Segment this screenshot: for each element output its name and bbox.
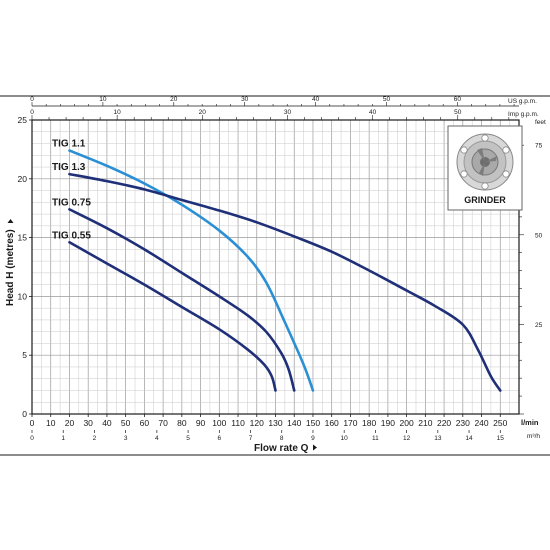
y-axis-arrow-icon xyxy=(7,219,14,223)
x-tick-label: 140 xyxy=(287,418,301,428)
m3h-tick-label: 9 xyxy=(311,435,315,442)
m3h-tick-label: 5 xyxy=(186,435,190,442)
us-gpm-tick-label: 40 xyxy=(312,96,320,103)
us-gpm-tick-label: 0 xyxy=(30,96,34,103)
unit-us-gpm: US g.p.m. xyxy=(508,98,537,105)
m3h-tick-label: 12 xyxy=(403,435,411,442)
y-tick-label: 5 xyxy=(22,350,27,360)
us-gpm-tick-label: 20 xyxy=(170,96,178,103)
series-label: TIG 1.3 xyxy=(52,162,86,173)
unit-m3h: m³/h xyxy=(527,433,540,440)
us-gpm-tick-label: 60 xyxy=(454,96,462,103)
x-axis-arrow-icon xyxy=(313,444,317,451)
feet-tick-label: 75 xyxy=(535,143,543,150)
y-tick-label: 0 xyxy=(22,409,27,419)
m3h-tick-label: 7 xyxy=(249,435,253,442)
x-tick-label: 50 xyxy=(121,418,131,428)
m3h-tick-label: 13 xyxy=(434,435,442,442)
x-tick-label: 160 xyxy=(325,418,339,428)
us-gpm-tick-label: 10 xyxy=(99,96,107,103)
series-line-tig-0-55 xyxy=(68,241,277,392)
imp-gpm-tick-label: 40 xyxy=(369,109,377,116)
axis-ticks: 0 10 20 30 40 50 60 70 80 90 100 110 120 130 140 150 160… xyxy=(18,96,543,442)
m3h-tick-label: 6 xyxy=(217,435,221,442)
m3h-tick-label: 4 xyxy=(155,435,159,442)
us-gpm-tick-label: 50 xyxy=(383,96,391,103)
x-tick-label: 80 xyxy=(177,418,187,428)
series-line-tig-1-1 xyxy=(68,149,315,392)
x-tick-label: 240 xyxy=(474,418,488,428)
x-tick-label: 210 xyxy=(418,418,432,428)
grinder-inset: GRINDER xyxy=(447,125,523,211)
grinder-label: GRINDER xyxy=(464,195,506,205)
x-tick-label: 100 xyxy=(212,418,226,428)
x-tick-label: 180 xyxy=(362,418,376,428)
imp-gpm-tick-label: 50 xyxy=(454,109,462,116)
series-label: TIG 0.55 xyxy=(52,230,91,241)
x-tick-label: 120 xyxy=(250,418,264,428)
y-tick-label: 20 xyxy=(18,174,28,184)
feet-tick-label: 25 xyxy=(535,322,543,329)
m3h-tick-label: 8 xyxy=(280,435,284,442)
series-line-tig-0-75 xyxy=(68,208,296,392)
imp-gpm-tick-label: 30 xyxy=(284,109,292,116)
x-tick-label: 130 xyxy=(268,418,282,428)
unit-feet: feet xyxy=(535,119,546,126)
x-tick-label: 150 xyxy=(306,418,320,428)
m3h-tick-label: 15 xyxy=(497,435,505,442)
x-tick-label: 10 xyxy=(46,418,56,428)
unit-imp-gpm: Imp g.p.m. xyxy=(508,111,539,118)
us-gpm-tick-label: 30 xyxy=(241,96,249,103)
y-tick-label: 25 xyxy=(18,115,28,125)
x-tick-label: 250 xyxy=(493,418,507,428)
m3h-tick-label: 3 xyxy=(124,435,128,442)
m3h-tick-label: 11 xyxy=(372,435,379,442)
y-tick-label: 10 xyxy=(18,291,28,301)
imp-gpm-tick-label: 10 xyxy=(114,109,122,116)
unit-lmin: l/min xyxy=(521,418,539,427)
x-tick-label: 20 xyxy=(65,418,75,428)
x-tick-label: 110 xyxy=(231,418,245,428)
plot-frame xyxy=(31,119,520,415)
m3h-tick-label: 0 xyxy=(30,435,34,442)
x-tick-label: 30 xyxy=(83,418,93,428)
m3h-tick-label: 2 xyxy=(93,435,97,442)
performance-curves: TIG 1.1 TIG 1.3 TIG 0.75 TIG 0.55 xyxy=(52,139,502,392)
y-tick-label: 15 xyxy=(18,233,28,243)
m3h-tick-label: 10 xyxy=(341,435,349,442)
y-axis-title: Head H (metres) xyxy=(5,229,16,306)
x-tick-label: 90 xyxy=(196,418,206,428)
imp-gpm-tick-label: 20 xyxy=(199,109,207,116)
x-tick-label: 170 xyxy=(343,418,357,428)
series-label: TIG 0.75 xyxy=(52,197,91,208)
x-tick-label: 200 xyxy=(400,418,414,428)
x-tick-label: 0 xyxy=(30,418,35,428)
x-tick-label: 190 xyxy=(381,418,395,428)
m3h-tick-label: 14 xyxy=(465,435,473,442)
m3h-tick-label: 1 xyxy=(61,435,65,442)
feet-tick-label: 50 xyxy=(535,232,543,239)
x-tick-label: 70 xyxy=(158,418,168,428)
x-axis-title: Flow rate Q xyxy=(254,443,309,454)
x-tick-label: 40 xyxy=(102,418,112,428)
x-tick-label: 220 xyxy=(437,418,451,428)
x-tick-label: 60 xyxy=(140,418,150,428)
grinder-impeller-icon xyxy=(456,133,514,191)
imp-gpm-tick-label: 0 xyxy=(30,109,34,116)
x-tick-label: 230 xyxy=(456,418,470,428)
series-line-tig-1-3 xyxy=(68,172,502,392)
series-label: TIG 1.1 xyxy=(52,139,86,150)
